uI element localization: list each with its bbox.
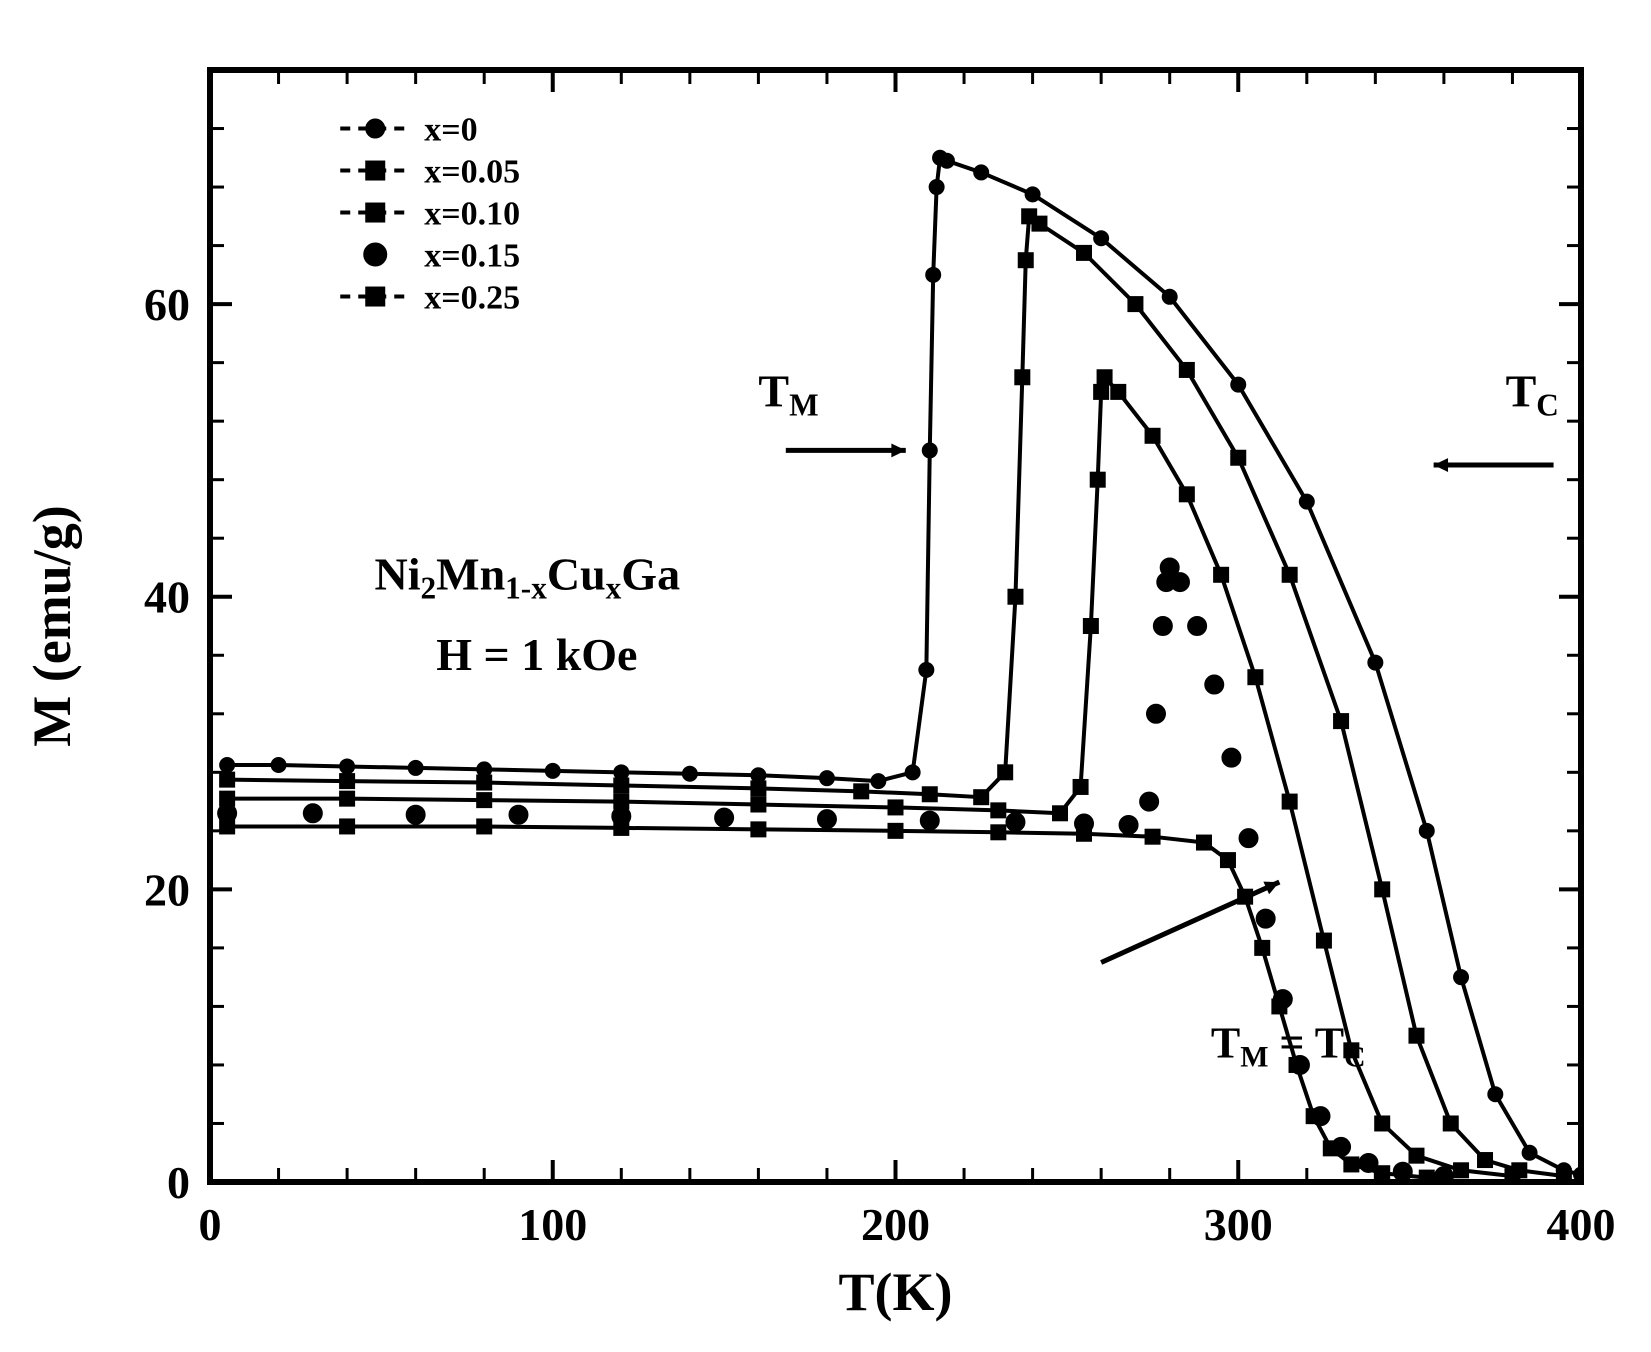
plot-frame	[210, 70, 1581, 1182]
x-tick-label: 200	[861, 1199, 930, 1250]
y-tick-label: 40	[144, 572, 190, 623]
field-annotation: H = 1 kOe	[436, 629, 637, 680]
chart-container: 0 100 200 300 400 0 20 40 60 T(K) M (emu/g) x=0 x=0.…	[0, 0, 1651, 1352]
x-axis-label: T(K)	[839, 1262, 953, 1322]
y-tick-label: 0	[167, 1157, 190, 1208]
magnetization-chart: 0 100 200 300 400 0 20 40 60 T(K) M (emu/g) x=0 x=0.…	[0, 0, 1651, 1352]
legend-item-label: x=0.15	[424, 238, 520, 275]
x-tick-label: 400	[1547, 1199, 1616, 1250]
plot-area: 0 100 200 300 400 0 20 40 60 T(K) M (emu/g) x=0 x=0.…	[22, 70, 1616, 1322]
y-axis-label: M (emu/g)	[22, 505, 82, 746]
x-tick-label: 300	[1204, 1199, 1273, 1250]
legend-item-label: x=0.25	[424, 280, 520, 317]
legend-item-label: x=0	[424, 112, 477, 149]
x-tick-label: 0	[199, 1199, 222, 1250]
legend-item-label: x=0.05	[424, 154, 520, 191]
y-tick-label: 20	[144, 864, 190, 915]
legend-item-label: x=0.10	[424, 196, 520, 233]
svg-text:TM = TC: TM = TC	[1211, 1019, 1366, 1074]
x-tick-label: 100	[518, 1199, 587, 1250]
y-tick-label: 60	[144, 279, 190, 330]
